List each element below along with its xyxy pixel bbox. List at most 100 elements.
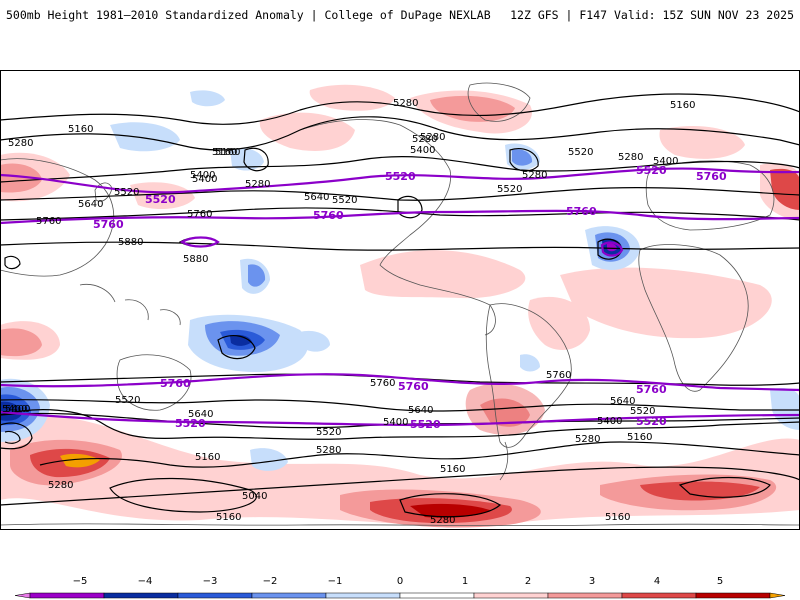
contour-labels-black: 5280 5160 5280 5160 5280 5400 5280 5400 … xyxy=(2,98,695,526)
contour-low-indian xyxy=(0,422,33,450)
colorbar-tick-label: 1 xyxy=(462,576,468,587)
colorbar-tick-label: −4 xyxy=(138,576,153,587)
anomaly-south-indian-neg-4 xyxy=(0,401,22,421)
contour-label: 5400 xyxy=(410,145,435,156)
contour-label: 5400 xyxy=(653,156,678,167)
anomaly-hudson-neg-2 xyxy=(512,149,533,166)
contour-5160-south xyxy=(0,466,800,506)
contour-label: 5160 xyxy=(605,512,630,523)
contour-label: 5280 xyxy=(8,138,33,149)
contour-label: 5760 xyxy=(36,216,61,227)
contour-label: 5760 xyxy=(370,378,395,389)
contour-5760-north xyxy=(0,207,800,221)
contour-5640-south xyxy=(0,399,800,412)
anomaly-siberia-west-core xyxy=(0,163,42,193)
purple-contour-label: 5760 xyxy=(398,380,429,393)
anomaly-north-pacific xyxy=(309,84,395,111)
contour-label: 5400 xyxy=(597,416,622,427)
contour-label: 5400 xyxy=(5,404,30,415)
colorbar-segment xyxy=(103,592,179,599)
contour-label: 5160 xyxy=(440,464,465,475)
anomaly-shading xyxy=(0,84,800,528)
anomaly-south-indian-max xyxy=(60,453,100,468)
contour-label: 5040 xyxy=(242,491,267,502)
contour-label: 5520 xyxy=(630,406,655,417)
contour-label: 5520 xyxy=(316,427,341,438)
anomaly-mid-pacific xyxy=(130,182,195,210)
contour-label: 5400 xyxy=(192,174,217,185)
contour-label: 5280 xyxy=(618,152,643,163)
colorbar-arrow-left xyxy=(14,592,31,599)
maritime-outline xyxy=(79,283,181,326)
contour-label: 5400 xyxy=(2,404,27,415)
contour-label: 5160 xyxy=(216,512,241,523)
contour-label: 5160 xyxy=(212,147,237,158)
contour-label: 5160 xyxy=(215,147,240,158)
contour-label: 5280 xyxy=(412,134,437,145)
contour-label: 5280 xyxy=(245,179,270,190)
weather-map: 5280 5160 5280 5160 5280 5400 5280 5400 … xyxy=(0,70,800,530)
contour-5280-closed-se xyxy=(678,476,771,498)
purple-contour-label: 5520 xyxy=(385,170,416,183)
colorbar-ticks: −5 −4 −3 −2 −1 0 1 2 3 4 5 xyxy=(73,576,724,587)
contour-label: 5640 xyxy=(408,405,433,416)
purple-5520-closed-atlantic xyxy=(600,241,624,257)
colorbar-segment xyxy=(547,592,623,599)
australia-outline xyxy=(116,354,192,411)
purple-contour-label: 5520 xyxy=(175,417,206,430)
colorbar-tick-label: 5 xyxy=(717,576,723,587)
anomaly-west-south-america xyxy=(528,296,590,350)
colorbar-segment xyxy=(29,592,105,599)
colorbar-segment xyxy=(325,592,401,599)
map-title: 500mb Height 1981–2010 Standardized Anom… xyxy=(6,8,491,22)
colorbar-segment xyxy=(399,592,475,599)
purple-contour-label: 5760 xyxy=(160,377,191,390)
colorbar-segment xyxy=(621,592,697,599)
contour-label: 5160 xyxy=(195,452,220,463)
contour-labels-purple: 5520 5520 5760 5760 5760 5520 5760 5760 … xyxy=(93,164,727,431)
purple-5880-closed xyxy=(179,236,220,248)
land-outlines xyxy=(0,82,800,527)
colorbar-segment xyxy=(695,592,771,599)
purple-contour-label: 5760 xyxy=(93,218,124,231)
contour-5280-south xyxy=(39,441,800,468)
colorbar-segment xyxy=(251,592,327,599)
contour-label: 5280 xyxy=(420,132,445,143)
colorbar-segment xyxy=(473,592,549,599)
contour-label: 5280 xyxy=(522,170,547,181)
contour-label: 5160 xyxy=(627,432,652,443)
contour-label: 5280 xyxy=(316,445,341,456)
contour-label: 5280 xyxy=(48,480,73,491)
colorbar-tick-label: 3 xyxy=(589,576,595,587)
anomaly-atlantic-neg-east-4 xyxy=(607,243,617,252)
colorbar-segments xyxy=(14,592,786,599)
contour-label: 5400 xyxy=(190,170,215,181)
colorbar-tick-label: −3 xyxy=(203,576,218,587)
anomaly-pacific-neg-west-2 xyxy=(248,264,266,287)
purple-contour-label: 5520 xyxy=(636,415,667,428)
anomaly-north-pacific-neg xyxy=(110,122,180,152)
anomaly-positive-south-band xyxy=(0,415,800,526)
height-contours xyxy=(0,93,800,518)
purple-contours xyxy=(0,167,800,427)
colorbar-tick-label: 4 xyxy=(654,576,660,587)
colorbar-tick-label: 0 xyxy=(397,576,403,587)
contour-5640-north xyxy=(0,187,800,201)
contour-5400-north xyxy=(0,156,800,183)
contour-label: 5280 xyxy=(575,434,600,445)
contour-low-bering xyxy=(243,147,269,172)
contour-5760-south xyxy=(0,373,800,386)
north-america-outline xyxy=(299,119,496,336)
contour-5400-south xyxy=(0,409,800,440)
contour-label: 5160 xyxy=(670,100,695,111)
anomaly-west-pacific-neg xyxy=(230,148,264,171)
purple-contour-label: 5520 xyxy=(410,418,441,431)
contour-low-australia xyxy=(217,334,256,360)
contour-5040-closed xyxy=(109,477,257,513)
purple-contour-label: 5760 xyxy=(313,209,344,222)
anomaly-europe xyxy=(659,125,745,159)
purple-5760-north xyxy=(0,209,800,225)
anomaly-central-pacific-neg-4 xyxy=(230,334,252,346)
colorbar: −5 −4 −3 −2 −1 0 1 2 3 4 5 xyxy=(0,560,800,600)
anomaly-east-asia-core xyxy=(770,168,800,210)
